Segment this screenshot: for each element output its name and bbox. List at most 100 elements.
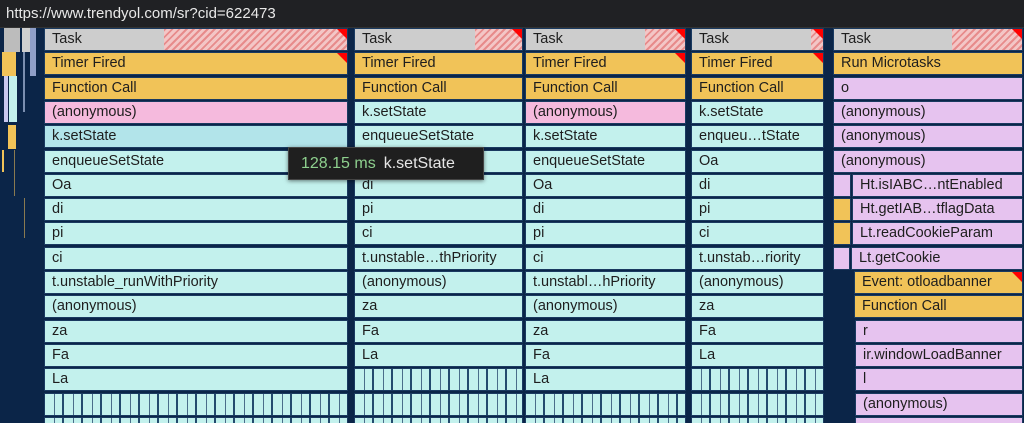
flame-block[interactable]: Fa	[44, 343, 348, 367]
flame-block[interactable]: k.setState	[44, 125, 348, 149]
flame-block[interactable]: La	[44, 368, 348, 392]
flame-block[interactable]: t.unstable_runWithPriority	[44, 271, 348, 294]
flame-block[interactable]: r	[855, 319, 1023, 343]
long-task-warning-icon	[337, 29, 347, 39]
flame-block-label: enqueueSetState	[533, 152, 646, 169]
flame-block[interactable]: Fa	[354, 319, 523, 343]
flame-block[interactable]: enqueueSetState	[44, 149, 348, 173]
flame-block[interactable]: Timer Fired	[44, 52, 348, 76]
flame-block[interactable]: di	[44, 198, 348, 222]
flame-block-label: t.unstable…thPriority	[362, 249, 497, 266]
flame-block[interactable]: pi	[525, 222, 686, 246]
flame-block[interactable]: za	[354, 295, 523, 319]
flame-block[interactable]: Lt.readCookieParam	[852, 222, 1023, 246]
flame-block[interactable]: enqueueSetState	[525, 149, 686, 173]
flame-block[interactable]: La	[691, 343, 824, 367]
flame-block[interactable]: (anonymous)	[354, 271, 523, 294]
flame-block[interactable]: Function Call	[525, 76, 686, 100]
flame-block-label: za	[52, 322, 68, 339]
flame-block[interactable]	[833, 198, 851, 222]
task-block[interactable]: Task	[525, 28, 686, 51]
flame-block[interactable]: Function Call	[354, 76, 523, 100]
flame-block[interactable]: ci	[44, 246, 348, 270]
flame-block[interactable]: k.setState	[525, 125, 686, 149]
flame-block[interactable]	[354, 392, 523, 416]
flame-block[interactable]: k.setState	[691, 100, 824, 124]
flame-block[interactable]: k.setState	[354, 100, 523, 124]
flame-block[interactable]	[44, 416, 348, 423]
flame-block[interactable]: (anonymous)	[833, 125, 1023, 149]
flame-block[interactable]	[833, 246, 850, 270]
flame-block[interactable]	[833, 222, 851, 246]
flame-block[interactable]: ir.windowLoadBanner	[855, 343, 1023, 367]
flame-block[interactable]: (anonymous)	[691, 271, 824, 294]
flame-block[interactable]: (anonymous)	[44, 295, 348, 319]
flame-block[interactable]: Lt.getCookie	[851, 246, 1023, 270]
flame-block[interactable]: Fa	[691, 319, 824, 343]
flame-block[interactable]	[691, 416, 824, 423]
flame-block[interactable]: Oa	[525, 173, 686, 197]
flame-block[interactable]	[44, 392, 348, 416]
flame-block[interactable]	[855, 416, 1023, 423]
flame-block[interactable]: Timer Fired	[354, 52, 523, 76]
flame-block[interactable]: ci	[691, 222, 824, 246]
flame-block[interactable]: di	[691, 173, 824, 197]
flame-block[interactable]: enqueueSetState	[354, 125, 523, 149]
flame-block[interactable]: Function Call	[691, 76, 824, 100]
flame-block[interactable]: (anonymous)	[525, 100, 686, 124]
task-block[interactable]: Task	[354, 28, 523, 51]
flame-block[interactable]: (anonymous)	[855, 392, 1023, 416]
flame-block-label: (anonymous)	[533, 298, 618, 315]
flame-block[interactable]: pi	[44, 222, 348, 246]
flame-block-label: Fa	[362, 322, 379, 339]
flame-block-label: Timer Fired	[699, 55, 773, 72]
flame-block[interactable]	[525, 416, 686, 423]
flame-block[interactable]: Timer Fired	[691, 52, 824, 76]
flame-block[interactable]	[354, 368, 523, 392]
flame-block[interactable]: t.unstable…thPriority	[354, 246, 523, 270]
flame-block[interactable]: Timer Fired	[525, 52, 686, 76]
flame-block[interactable]: za	[44, 319, 348, 343]
flame-block[interactable]: pi	[354, 198, 523, 222]
flame-block[interactable]: ci	[354, 222, 523, 246]
flame-block[interactable]: Function Call	[44, 76, 348, 100]
flame-block[interactable]: Ht.isIABC…ntEnabled	[852, 173, 1023, 197]
flame-block-label: za	[533, 322, 549, 339]
task-block[interactable]: Task	[44, 28, 348, 51]
flame-chart[interactable]: Task Timer Fired Function Call (anonymous) k…	[0, 28, 1024, 423]
flame-block[interactable]: La	[354, 343, 523, 367]
flame-block[interactable]: Function Call	[854, 295, 1023, 319]
flame-block[interactable]	[525, 392, 686, 416]
flame-block[interactable]	[833, 173, 851, 197]
flame-block[interactable]: Ht.getIAB…tflagData	[852, 198, 1023, 222]
flame-block-label: t.unstable_runWithPriority	[52, 274, 219, 290]
flame-block[interactable]: pi	[691, 198, 824, 222]
flame-block[interactable]: l	[855, 368, 1023, 392]
flame-block[interactable]: enqueu…tState	[691, 125, 824, 149]
flame-block[interactable]: ci	[525, 246, 686, 270]
flame-block[interactable]: t.unstabl…hPriority	[525, 271, 686, 294]
flame-block[interactable]: (anonymous)	[44, 100, 348, 124]
task-block[interactable]: Task	[833, 28, 1023, 51]
flame-block[interactable]	[354, 416, 523, 423]
flame-block[interactable]: (anonymous)	[525, 295, 686, 319]
flame-block[interactable]	[691, 368, 824, 392]
flame-block[interactable]: o	[833, 76, 1023, 100]
flame-block[interactable]: (anonymous)	[833, 100, 1023, 124]
flame-block[interactable]: Oa	[44, 173, 348, 197]
long-task-hatch	[475, 29, 522, 50]
flame-block[interactable]: (anonymous)	[833, 149, 1023, 173]
sliver-bar	[22, 28, 32, 52]
flame-block[interactable]: Run Microtasks	[833, 52, 1023, 76]
task-block[interactable]: Task	[691, 28, 824, 51]
flame-block-label: k.setState	[362, 103, 427, 120]
flame-block[interactable]: Event: otloadbanner	[854, 271, 1023, 294]
flame-block[interactable]: t.unstab…riority	[691, 246, 824, 270]
flame-block[interactable]: za	[691, 295, 824, 319]
flame-block[interactable]	[691, 392, 824, 416]
flame-block[interactable]: Oa	[691, 149, 824, 173]
flame-block[interactable]: di	[525, 198, 686, 222]
flame-block[interactable]: za	[525, 319, 686, 343]
flame-block[interactable]: La	[525, 368, 686, 392]
flame-block[interactable]: Fa	[525, 343, 686, 367]
